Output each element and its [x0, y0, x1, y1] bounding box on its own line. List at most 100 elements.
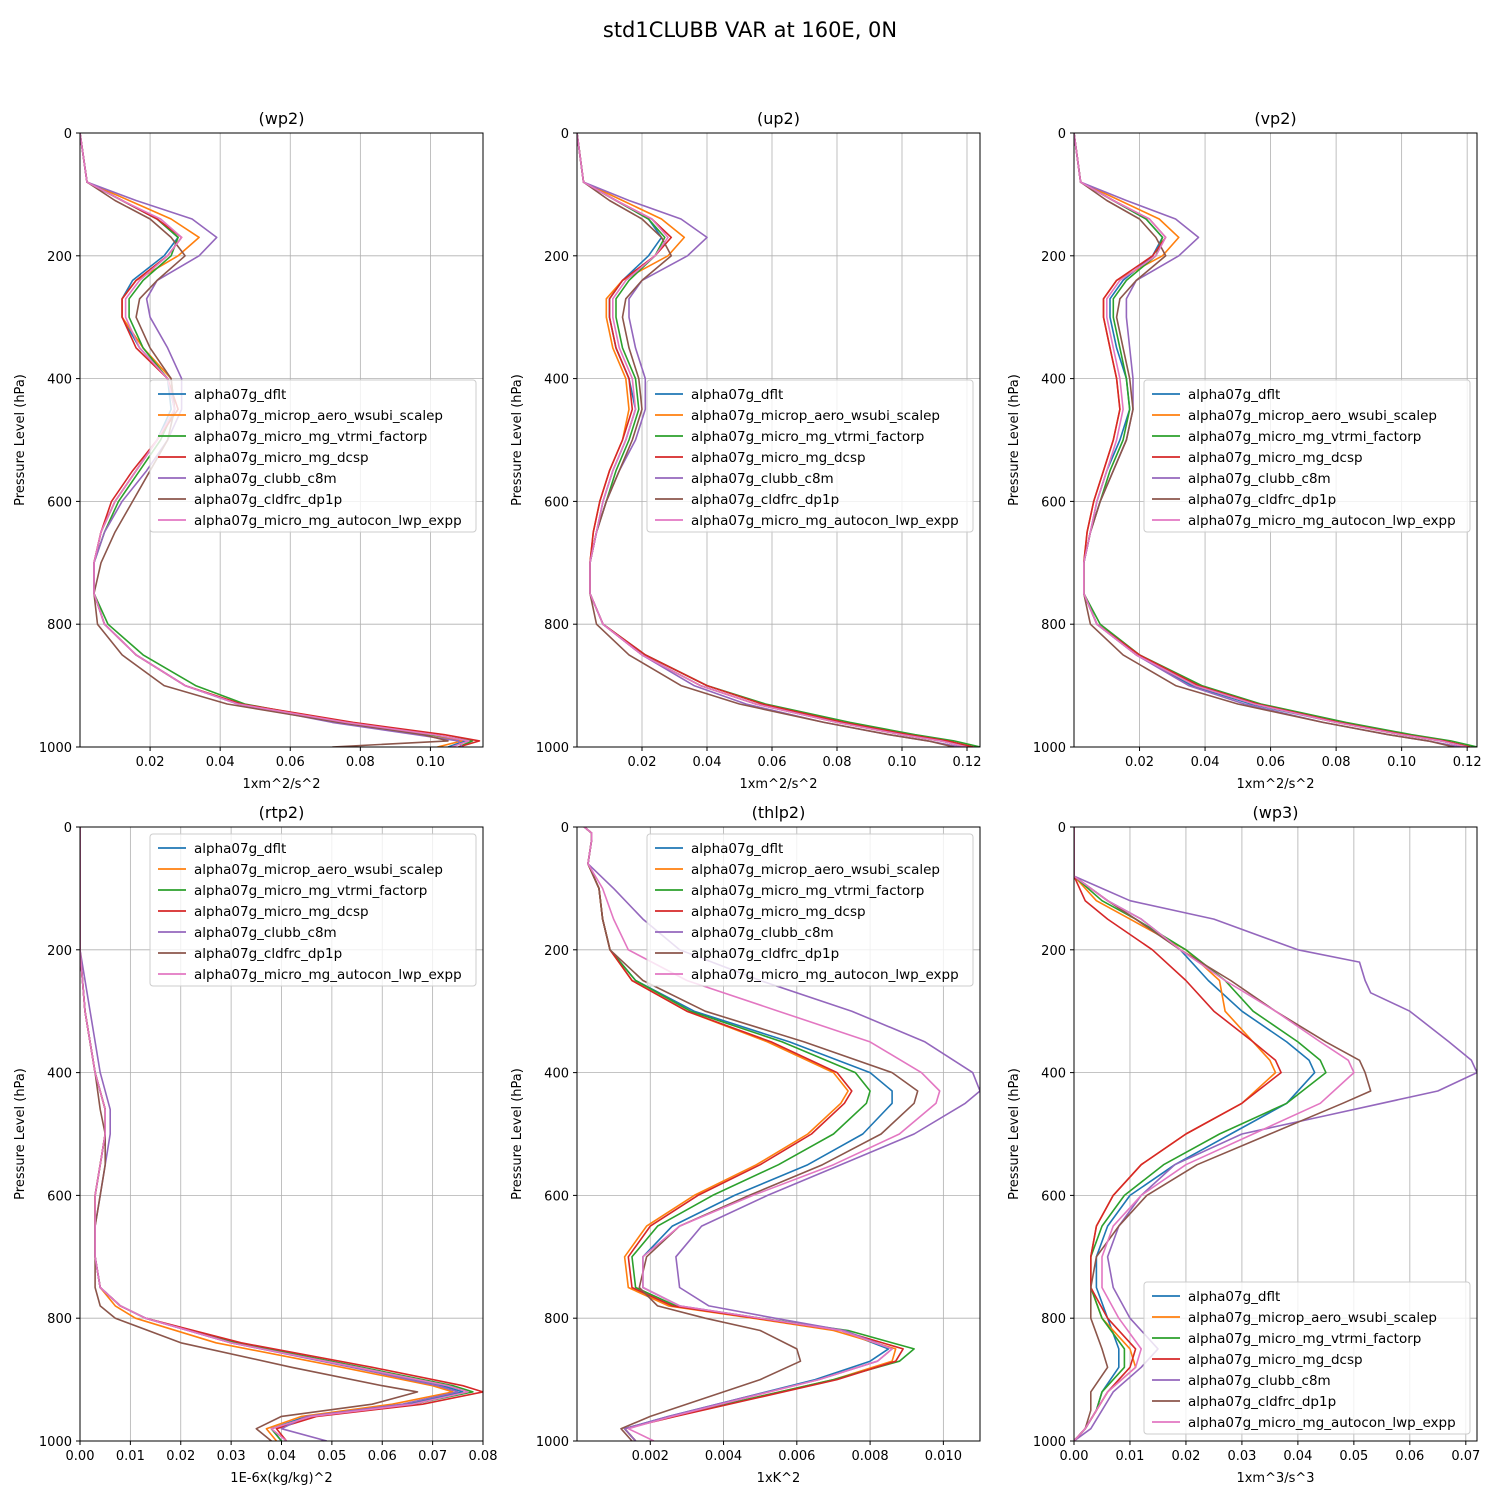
legend-label: alpha07g_clubb_c8m	[691, 925, 834, 941]
y-tick-label: 400	[1041, 373, 1066, 388]
x-tick-label: 0.04	[1191, 755, 1220, 770]
x-tick-label: 0.05	[1339, 1449, 1368, 1464]
series-line-alpha07g_cldfrc_dp1p	[583, 827, 919, 1441]
y-tick-label: 0	[1058, 127, 1066, 142]
legend-label: alpha07g_cldfrc_dp1p	[194, 946, 342, 962]
legend-label: alpha07g_microp_aero_wsubi_scalep	[194, 862, 443, 878]
y-tick-label: 1000	[536, 1435, 569, 1450]
x-tick-label: 0.07	[418, 1449, 447, 1464]
x-tick-label: 0.05	[317, 1449, 346, 1464]
y-tick-label: 1000	[536, 741, 569, 756]
series-line-alpha07g_micro_mg_autocon_lwp_expp	[1074, 133, 1468, 747]
y-tick-label: 400	[47, 373, 72, 388]
axes-frame	[1073, 132, 1478, 748]
series-line-alpha07g_cldfrc_dp1p	[577, 133, 955, 747]
y-tick-label: 200	[544, 944, 569, 959]
legend-label: alpha07g_microp_aero_wsubi_scalep	[691, 862, 940, 878]
series-line-alpha07g_micro_mg_autocon_lwp_expp	[1074, 827, 1355, 1441]
y-axis-label: Pressure Level (hPa)	[510, 374, 525, 506]
legend-label: alpha07g_micro_mg_autocon_lwp_expp	[1188, 513, 1456, 529]
legend-label: alpha07g_micro_mg_vtrmi_factorp	[194, 883, 427, 899]
axes-frame	[1073, 826, 1478, 1442]
y-tick-label: 800	[47, 618, 72, 633]
y-tick-label: 0	[1058, 821, 1066, 836]
legend-label: alpha07g_clubb_c8m	[194, 925, 337, 941]
x-tick-label: 0.02	[166, 1449, 195, 1464]
y-tick-label: 600	[544, 495, 569, 510]
y-tick-label: 1000	[1033, 741, 1066, 756]
series-group	[1074, 827, 1477, 1441]
y-tick-label: 200	[1041, 944, 1066, 959]
y-axis-label: Pressure Level (hPa)	[13, 374, 28, 506]
series-line-alpha07g_micro_mg_autocon_lwp_expp	[80, 827, 469, 1441]
legend-label: alpha07g_micro_mg_dcsp	[1188, 1352, 1363, 1368]
series-group	[1074, 133, 1477, 747]
panel-title: (wp2)	[259, 109, 305, 128]
x-tick-label: 0.004	[705, 1449, 742, 1464]
y-tick-label: 0	[561, 127, 569, 142]
legend-label: alpha07g_micro_mg_vtrmi_factorp	[691, 883, 924, 899]
legend-box	[1143, 379, 1471, 533]
x-tick-label: 0.06	[1256, 755, 1285, 770]
x-axis-label: 1xm^2/s^2	[739, 777, 817, 792]
legend-label: alpha07g_clubb_c8m	[194, 471, 337, 487]
y-tick-label: 600	[47, 495, 72, 510]
y-axis-label: Pressure Level (hPa)	[1007, 374, 1022, 506]
y-tick-label: 800	[1041, 1312, 1066, 1327]
x-axis-label: 1xm^2/s^2	[242, 777, 320, 792]
x-axis-label: 1xm^2/s^2	[1236, 777, 1314, 792]
x-tick-label: 0.00	[1060, 1449, 1089, 1464]
y-tick-label: 400	[47, 1067, 72, 1082]
y-tick-label: 200	[544, 250, 569, 265]
y-tick-label: 0	[64, 127, 72, 142]
y-tick-label: 0	[64, 821, 72, 836]
panel-4: 0.002 0.004 0.006 0.008 0.010 0 200 400 600 800 10…	[510, 803, 981, 1486]
legend-label: alpha07g_dflt	[194, 387, 286, 403]
legend: alpha07g_dflt alpha07g_microp_aero_wsubi_…	[149, 379, 477, 533]
legend-label: alpha07g_microp_aero_wsubi_scalep	[194, 408, 443, 424]
legend-label: alpha07g_micro_mg_autocon_lwp_expp	[194, 967, 462, 983]
legend-box	[1143, 1281, 1471, 1435]
series-group	[577, 133, 980, 747]
series-line-alpha07g_micro_mg_autocon_lwp_expp	[583, 827, 941, 1441]
series-line-alpha07g_cldfrc_dp1p	[1074, 133, 1455, 747]
y-tick-label: 600	[544, 1189, 569, 1204]
y-tick-label: 200	[47, 944, 72, 959]
x-tick-label: 0.10	[1387, 755, 1416, 770]
x-tick-label: 0.08	[1322, 755, 1351, 770]
y-tick-label: 600	[1041, 1189, 1066, 1204]
x-tick-label: 0.08	[346, 755, 375, 770]
x-axis-label: 1xm^3/s^3	[1236, 1471, 1314, 1486]
axes-frame	[79, 132, 484, 748]
panel-title: (vp2)	[1254, 109, 1296, 128]
x-tick-label: 0.04	[206, 755, 235, 770]
legend: alpha07g_dflt alpha07g_microp_aero_wsubi_…	[1143, 379, 1471, 533]
legend-label: alpha07g_dflt	[691, 841, 783, 857]
series-line-alpha07g_cldfrc_dp1p	[80, 827, 419, 1441]
x-tick-label: 0.02	[1125, 755, 1154, 770]
legend-label: alpha07g_microp_aero_wsubi_scalep	[1188, 1310, 1437, 1326]
legend-label: alpha07g_micro_mg_autocon_lwp_expp	[194, 513, 462, 529]
legend: alpha07g_dflt alpha07g_microp_aero_wsubi_…	[1143, 1281, 1471, 1435]
series-line-alpha07g_micro_mg_dcsp	[1074, 827, 1282, 1441]
y-tick-label: 200	[47, 250, 72, 265]
series-line-alpha07g_micro_mg_vtrmi_factorp	[1074, 827, 1327, 1441]
legend-label: alpha07g_dflt	[691, 387, 783, 403]
x-tick-label: 0.06	[276, 755, 305, 770]
legend-label: alpha07g_dflt	[1188, 1289, 1280, 1305]
legend-label: alpha07g_cldfrc_dp1p	[691, 946, 839, 962]
x-tick-label: 0.03	[1227, 1449, 1256, 1464]
x-tick-label: 0.03	[217, 1449, 246, 1464]
x-tick-label: 0.08	[469, 1449, 498, 1464]
x-tick-label: 0.06	[368, 1449, 397, 1464]
x-tick-label: 0.10	[416, 755, 445, 770]
x-tick-label: 0.06	[758, 755, 787, 770]
panel-5: 0.00 0.01 0.02 0.03 0.04 0.05 0.06 0.07 0 200 400 6…	[1007, 803, 1480, 1486]
legend-label: alpha07g_micro_mg_dcsp	[194, 450, 369, 466]
x-tick-label: 0.002	[632, 1449, 669, 1464]
x-tick-label: 0.006	[778, 1449, 815, 1464]
panel-3: 0.00 0.01 0.02 0.03 0.04 0.05 0.06 0.07 0.08 0 200…	[13, 803, 497, 1486]
legend-box	[646, 833, 974, 987]
legend-label: alpha07g_micro_mg_autocon_lwp_expp	[691, 513, 959, 529]
x-tick-label: 0.07	[1451, 1449, 1480, 1464]
